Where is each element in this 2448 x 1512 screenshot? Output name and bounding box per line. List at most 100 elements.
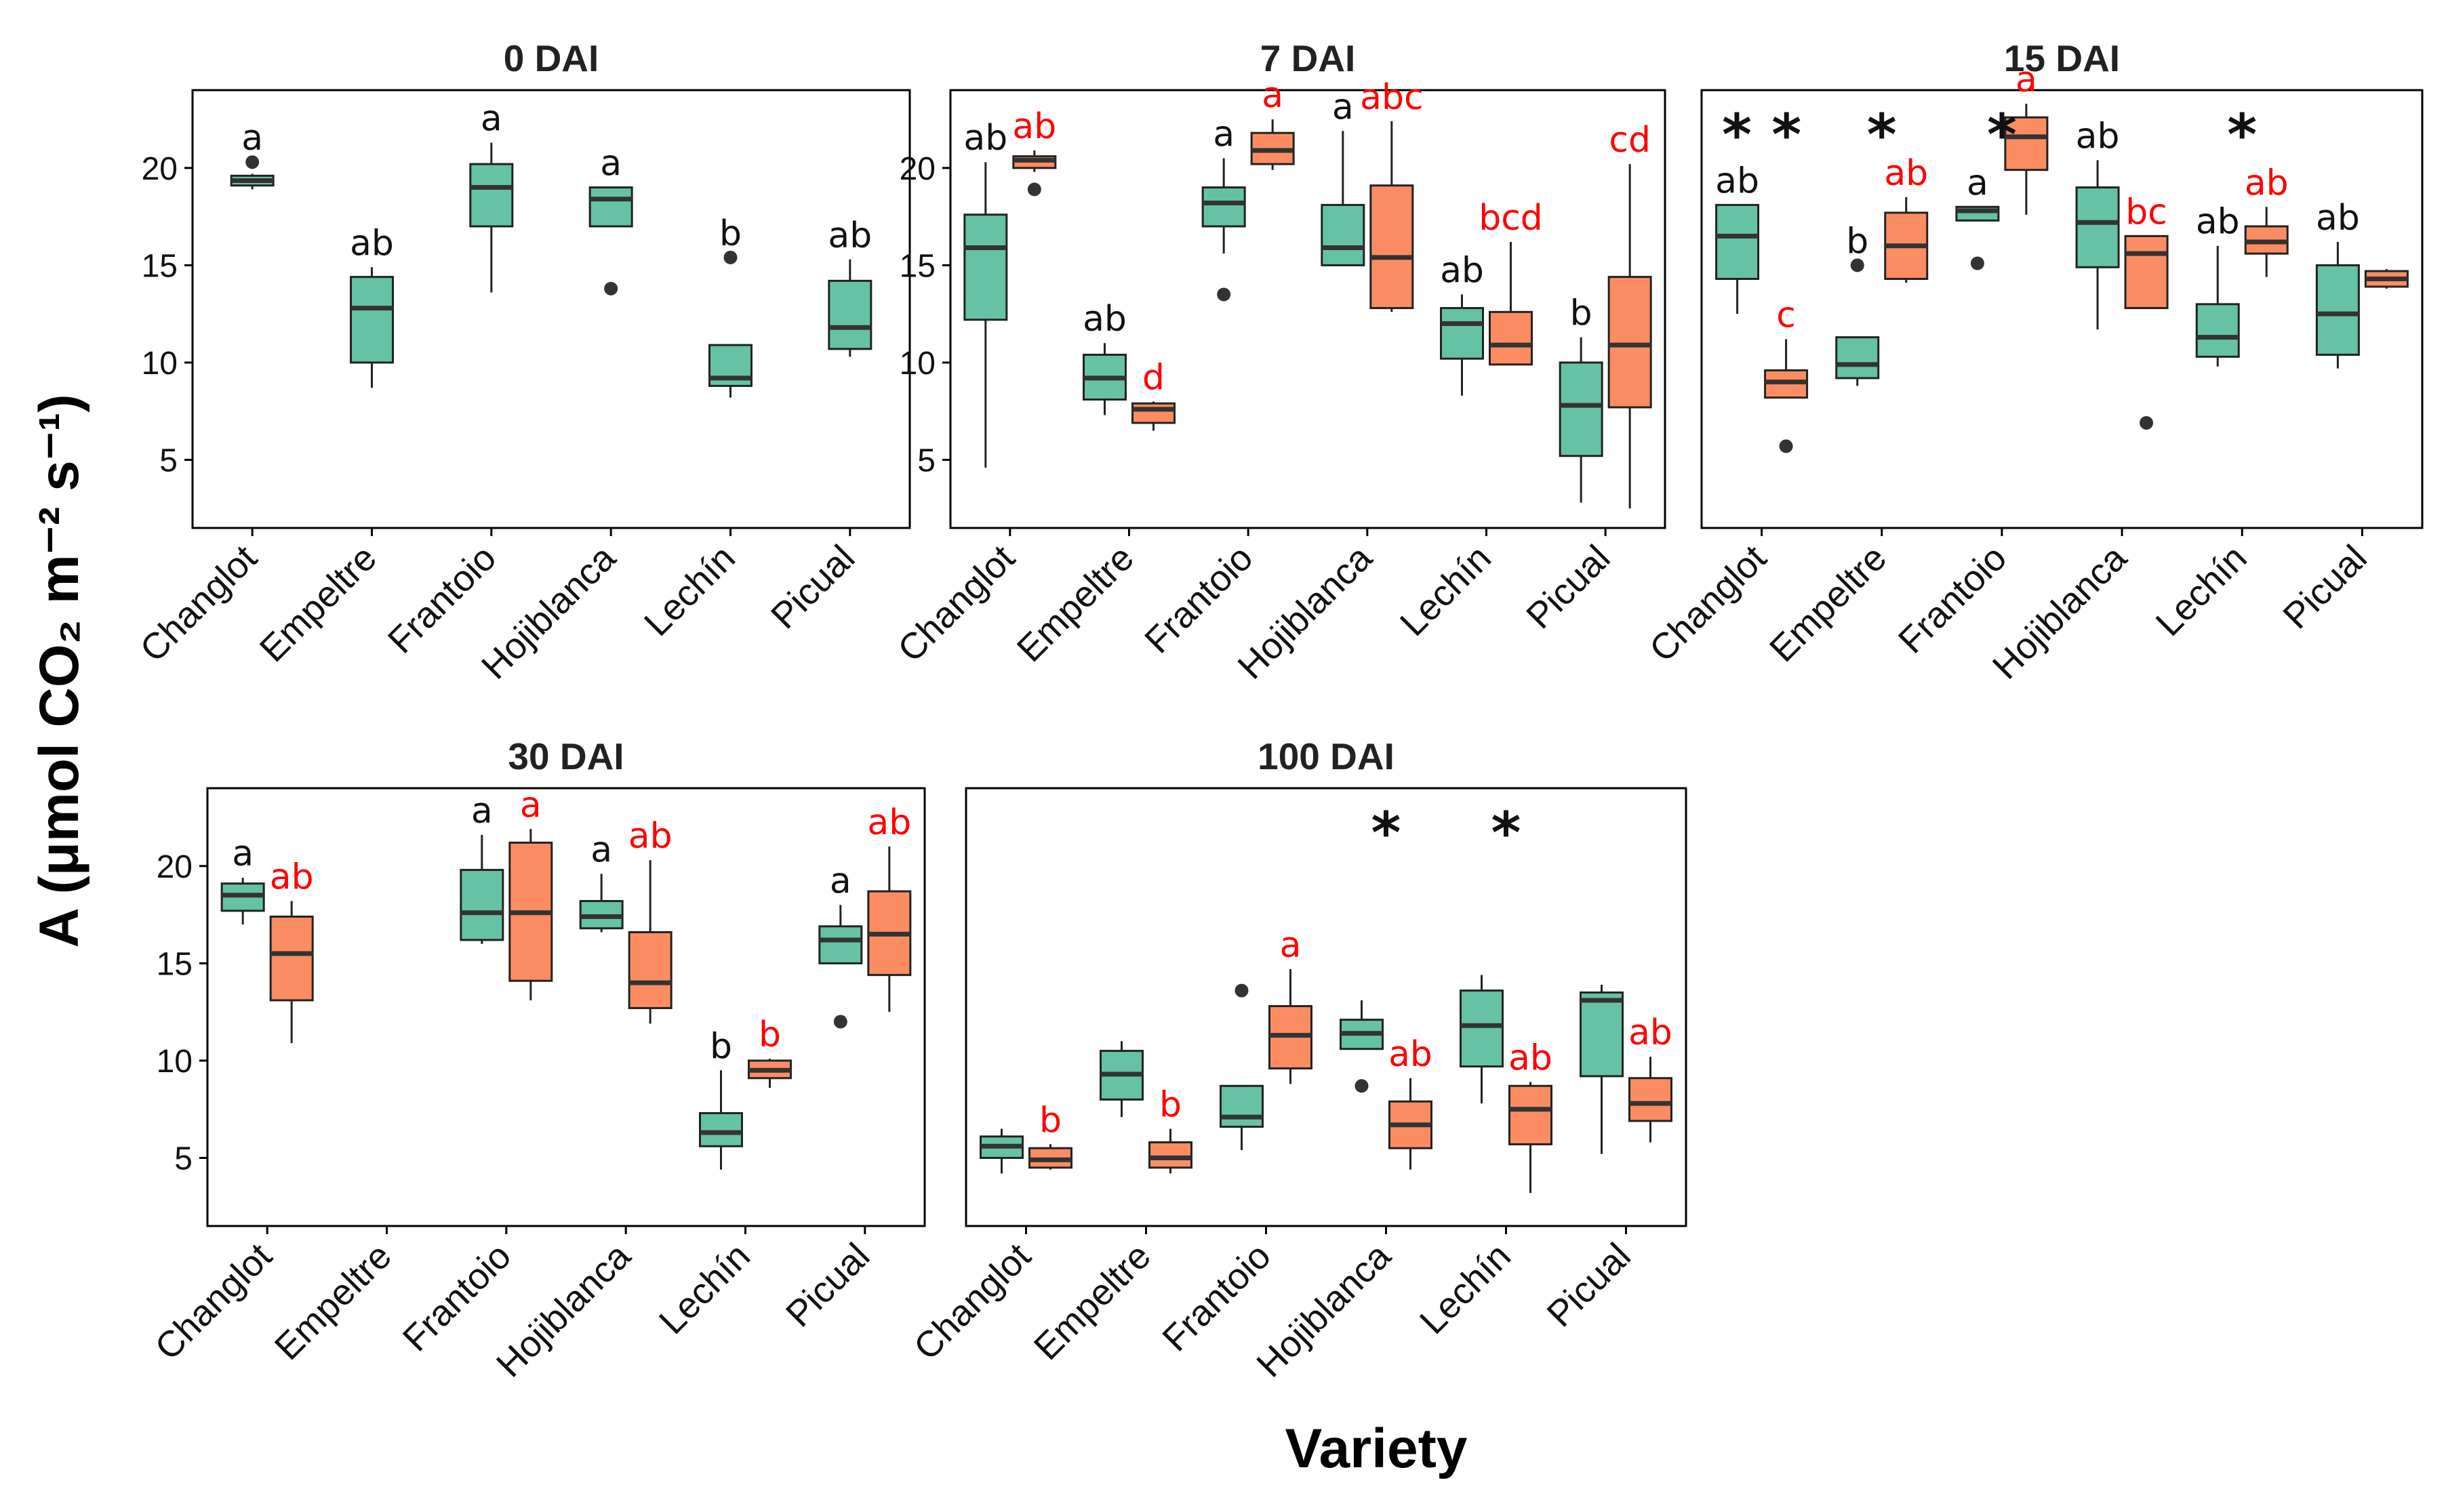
x-tick-label: Changlot [147,1235,279,1368]
x-tick-label: Picual [763,537,862,636]
x-tick-label: Changlot [132,537,264,670]
significance-letter: ab [2076,116,2120,157]
significance-letter: ab [1388,1034,1432,1075]
box-body [963,213,1008,321]
box-body [1508,1084,1552,1145]
panel-30-dai: 30 DAI5101520ChanglotEmpeltreFrantoioHoj… [147,735,926,1385]
box-green-picual [1580,984,1624,1154]
outlier-point [245,155,260,169]
significance-letter: ab [867,802,911,843]
significance-letter: b [719,213,742,254]
box-body [2315,264,2360,356]
significance-letter: a [1280,925,1302,966]
y-tick-label: 15 [157,946,193,982]
x-tick-label: Lechín [1412,1235,1519,1342]
box-body [1489,310,1533,366]
x-tick-label: Empeltre [267,1235,399,1368]
significance-letter: a [520,785,542,825]
significance-letter: ab [963,118,1007,159]
box-green-lechín: b [699,1026,743,1170]
x-tick-label: Empeltre [1762,537,1894,670]
x-tick-label: Picual [1519,537,1618,636]
box-green-changlot: a [220,834,265,924]
x-tick-label: Lechín [637,537,743,644]
outlier-point [1217,287,1231,302]
box-body [1580,991,1624,1078]
box-green-hojiblanca: a [579,830,624,933]
box-body [1715,203,1760,280]
box-green-hojiblanca: a [588,144,633,295]
box-green-hojiblanca: ab [2075,116,2120,330]
significance-star: * [2227,102,2257,168]
significance-letter: ab [1012,106,1056,147]
significance-letter: a [232,834,254,874]
box-body [1148,1141,1192,1169]
box-green-hojiblanca [1340,1000,1384,1093]
significance-letter: bcd [1479,198,1543,239]
significance-letter: bc [2125,192,2167,232]
box-green-lechín: b [708,213,753,398]
panel-frame [206,787,926,1227]
x-tick-label: Empeltre [1009,537,1142,670]
y-tick-label: 15 [900,248,936,284]
x-tick-label: Frantoio [1155,1235,1279,1360]
significance-letter: abc [1360,77,1423,118]
box-orange-picual: ab [1628,1013,1672,1143]
significance-letter: a [600,144,622,184]
significance-star: * * [1722,102,1801,168]
y-tick-label: 20 [900,151,936,187]
x-tick-label: Changlot [890,537,1022,670]
x-tick-label: Frantoio [380,537,504,661]
box-orange-frantoio: a [1250,75,1295,170]
box-orange-hojiblanca: abc [1360,77,1424,312]
box-green-frantoio: a [460,791,504,944]
significance-star: * [1371,800,1401,866]
significance-star: * [1987,102,2017,168]
x-tick-label: Changlot [906,1235,1039,1368]
significance-letter: c [1776,295,1796,336]
y-tick-label: 10 [900,346,936,382]
y-tick-label: 15 [142,248,178,284]
significance-letter: ab [1083,299,1127,340]
box-orange-hojiblanca: ab [628,816,673,1024]
box-orange-empeltre: ab [1884,153,1929,283]
significance-letter: d [1142,357,1165,398]
box-body [699,1111,743,1147]
significance-letter: a [590,830,612,870]
outlier-point [1970,256,1984,270]
box-body [1369,184,1414,310]
box-body [1835,336,1880,380]
significance-letter: a [1262,75,1283,116]
box-orange-changlot: ab [1012,106,1057,197]
box-body [588,186,633,228]
significance-letter: b [710,1026,732,1067]
box-green-lechín [1460,975,1504,1104]
outlier-point [1235,983,1249,998]
box-orange-changlot: ab [269,857,314,1044]
significance-letter: a [471,791,493,832]
box-orange-lechín: ab [2244,163,2289,277]
significance-letter: ab [2196,202,2240,243]
x-tick-label: Lechín [1392,537,1499,644]
significance-letter: a [1213,114,1235,155]
box-orange-empeltre: d [1131,357,1176,431]
significance-letter: ab [350,223,394,264]
box-body [2004,116,2049,171]
x-axis-label: Variety [1285,1418,1468,1479]
box-orange-picual [2364,269,2409,289]
outlier-point [1779,439,1793,453]
box-body [1559,361,1603,457]
box-green-changlot: ab [1715,161,1760,314]
box-orange-frantoio: a [508,785,553,1000]
box-body [828,279,872,350]
box-body [1440,307,1484,360]
panel-0-dai: 0 DAI5101520ChanglotEmpeltreFrantoioHoji… [132,37,911,687]
significance-star: * [1867,102,1897,168]
x-tick-label: Picual [2275,537,2374,636]
outlier-point [1850,258,1864,272]
box-orange-lechín: bcd [1479,198,1543,366]
box-green-empeltre: ab [350,223,394,388]
panel-frame [965,787,1687,1227]
box-green-empeltre: ab [1083,299,1127,415]
y-axis-label: A (μmol CO₂ m⁻² s⁻¹) [28,394,90,948]
